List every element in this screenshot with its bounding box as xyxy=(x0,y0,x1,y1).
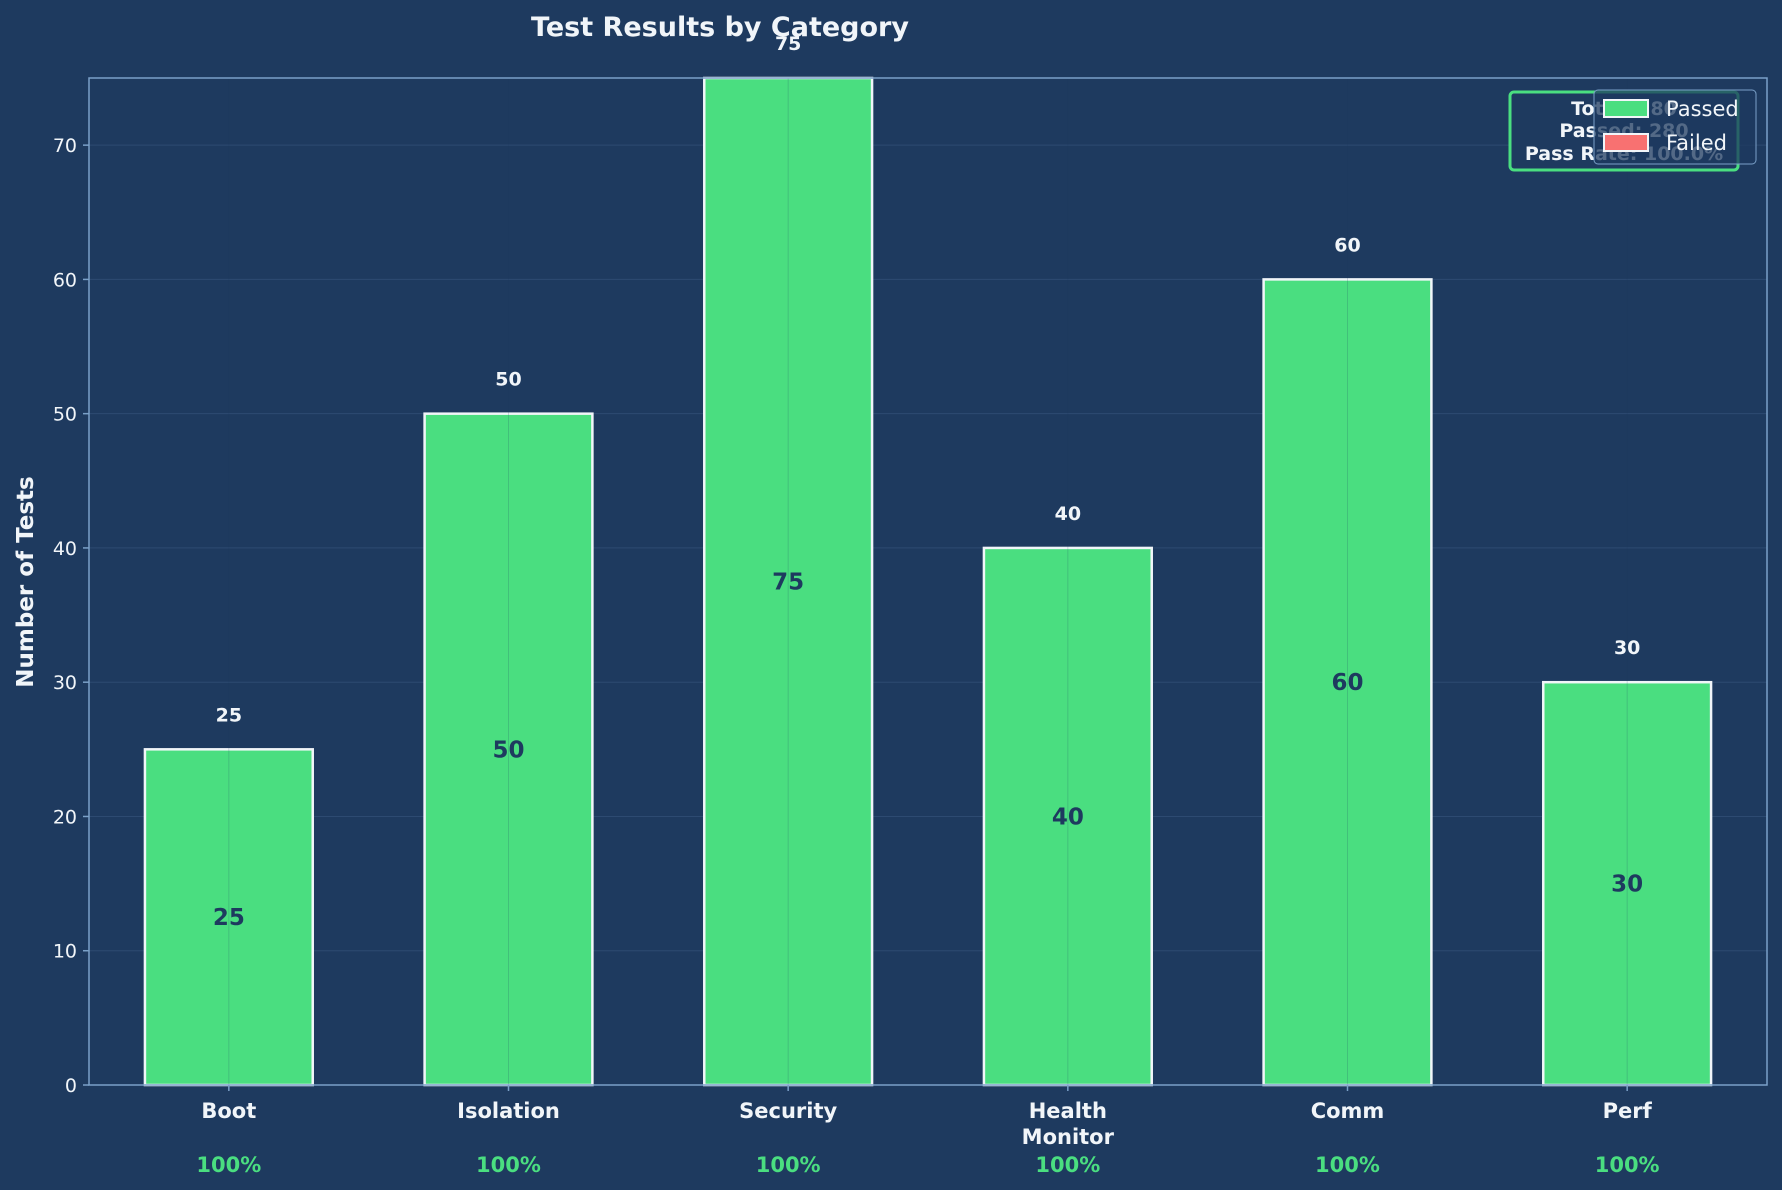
bar-health-monitor xyxy=(982,546,1153,1087)
x-tick-label: Perf xyxy=(1603,1099,1653,1123)
bar-security xyxy=(703,76,874,1087)
y-tick-label: 60 xyxy=(53,269,77,291)
bar-top-label: 60 xyxy=(1334,234,1360,256)
bar-inner-label: 50 xyxy=(492,737,524,763)
y-tick-label: 40 xyxy=(53,538,77,560)
pass-rate-label: 100% xyxy=(756,1153,821,1177)
bar-top-label: 50 xyxy=(495,369,521,391)
y-tick-label: 70 xyxy=(53,135,77,157)
pass-rate-label: 100% xyxy=(1035,1153,1100,1177)
x-tick-label: Security xyxy=(739,1099,837,1123)
pass-rate-label: 100% xyxy=(476,1153,541,1177)
pass-rate-label: 100% xyxy=(1595,1153,1660,1177)
bar-inner-label: 75 xyxy=(772,570,804,596)
y-tick-label: 50 xyxy=(53,404,77,426)
y-tick-label: 0 xyxy=(65,1075,77,1097)
pass-rate-label: 100% xyxy=(1315,1153,1380,1177)
legend-swatch-failed xyxy=(1603,133,1649,152)
legend-swatch-passed xyxy=(1603,99,1649,118)
x-tick-label: Comm xyxy=(1311,1099,1385,1123)
bar-top-label: 75 xyxy=(775,33,801,55)
x-tick-label: Health Monitor xyxy=(1022,1099,1115,1149)
axes-frame xyxy=(88,77,1768,1086)
bar-top-label: 40 xyxy=(1055,503,1081,525)
bar-perf xyxy=(1542,680,1713,1087)
labels-layer: 25 25 50 50 75 75 40 40 60 60 30 30 xyxy=(213,33,1643,1085)
bar-inner-label: 30 xyxy=(1611,872,1643,898)
bar-comm xyxy=(1262,278,1433,1087)
bars-layer xyxy=(143,76,1713,1087)
bar-top-label: 25 xyxy=(216,704,242,726)
pass-rate-label: 100% xyxy=(196,1153,261,1177)
x-tick-label: Boot xyxy=(201,1099,256,1123)
y-axis-label: Number of Tests xyxy=(13,476,39,687)
bar-inner-label: 40 xyxy=(1052,804,1084,830)
x-tick-label: Isolation xyxy=(457,1099,560,1123)
bar-inner-label: 25 xyxy=(213,905,245,931)
bar-isolation xyxy=(423,412,594,1087)
legend-label-failed: Failed xyxy=(1666,131,1727,155)
chart-title: Test Results by Category xyxy=(531,12,909,43)
y-ticks: 0 10 20 30 40 50 60 70 xyxy=(53,135,89,1097)
y-tick-label: 10 xyxy=(53,941,77,963)
x-ticks: Boot 100% Isolation 100% Security 100% Health M… xyxy=(196,1085,1660,1177)
y-tick-label: 20 xyxy=(53,806,77,828)
bar-inner-label: 60 xyxy=(1331,670,1363,696)
y-tick-label: 30 xyxy=(53,672,77,694)
bar-boot xyxy=(143,748,314,1087)
legend-label-passed: Passed xyxy=(1666,97,1739,121)
legend: Passed Failed xyxy=(1593,89,1757,165)
bar-top-label: 30 xyxy=(1614,637,1640,659)
